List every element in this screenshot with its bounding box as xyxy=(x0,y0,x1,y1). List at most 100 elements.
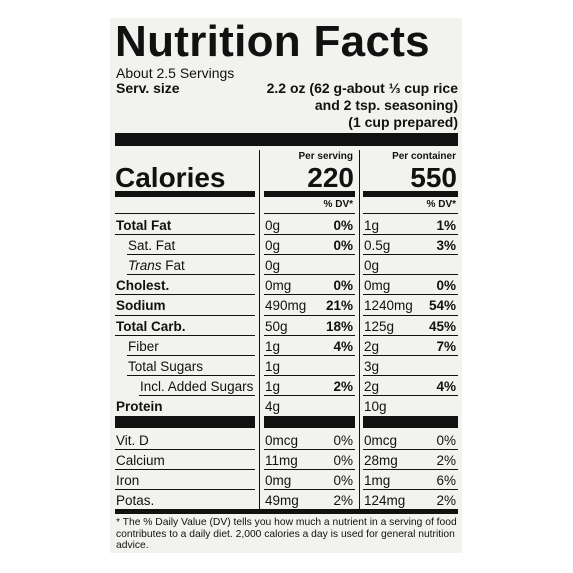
rule xyxy=(115,334,255,336)
rule xyxy=(264,375,355,377)
rule xyxy=(115,488,255,490)
percent-dv: 3% xyxy=(436,237,456,253)
rule xyxy=(363,334,458,336)
nutrition-label: Nutrition Facts About 2.5 Servings Serv. s… xyxy=(110,18,462,553)
nutrient-name-text: Protein xyxy=(116,399,163,415)
percent-dv: 0% xyxy=(333,278,353,294)
nutrient-name-text: Total Carb. xyxy=(116,318,186,334)
rule xyxy=(363,488,458,490)
rule xyxy=(139,395,255,397)
amount: 0g xyxy=(364,258,380,273)
nutrient-name: Potas. xyxy=(116,493,154,508)
rule xyxy=(363,468,458,470)
rule xyxy=(264,191,355,197)
percent-dv: 4% xyxy=(436,379,456,395)
rule xyxy=(363,294,458,296)
percent-dv: 0% xyxy=(333,452,353,468)
amount: 28mg xyxy=(364,452,398,468)
amount: 0g xyxy=(265,217,281,233)
percent-dv: 2% xyxy=(436,452,456,468)
amount: 0g xyxy=(265,237,281,253)
percent-dv: 45% xyxy=(428,318,456,334)
footnote: * The % Daily Value (DV) tells you how m… xyxy=(116,517,457,551)
rule xyxy=(264,334,355,336)
rule xyxy=(363,314,458,316)
amount: 1g xyxy=(265,379,281,395)
percent-dv: 2% xyxy=(333,379,353,395)
amount: 124mg xyxy=(364,492,406,508)
amount: 1240mg xyxy=(364,298,413,314)
nutrient-name-prefix: Trans xyxy=(128,258,162,273)
rule xyxy=(363,213,458,214)
amount: 10g xyxy=(364,399,387,415)
rule xyxy=(264,468,355,470)
rule xyxy=(259,150,260,509)
amount: 0mg xyxy=(265,472,292,488)
amount: 4g xyxy=(265,399,281,415)
nutrient-name: Sat. Fat xyxy=(128,239,175,253)
rule xyxy=(264,395,355,397)
amount: 1g xyxy=(364,217,380,233)
nutrient-name-text: Fat xyxy=(165,258,185,273)
nutrient-name: Vit. D xyxy=(116,432,149,448)
percent-dv: 0% xyxy=(333,472,353,488)
nutrient-name: Fiber xyxy=(128,340,159,354)
percent-dv: 6% xyxy=(436,472,456,488)
nutrient-name: Cholest. xyxy=(116,279,169,293)
serving-size: and 2 tsp. seasoning) xyxy=(314,97,458,113)
amount: 0mcg xyxy=(265,432,299,448)
rule xyxy=(127,274,255,276)
percent-dv: 7% xyxy=(436,338,456,354)
nutrient-name-text: Iron xyxy=(116,472,140,488)
nutrient-name: Trans Fat xyxy=(128,259,185,273)
nutrient-name: Incl. Added Sugars xyxy=(140,380,253,394)
percent-dv: 0% xyxy=(333,432,353,448)
rule xyxy=(115,213,255,214)
rule xyxy=(264,488,355,490)
nutrient-name-text: Sat. Fat xyxy=(128,237,176,253)
amount: 50g xyxy=(265,318,288,334)
rule xyxy=(363,448,458,450)
rule xyxy=(264,354,355,356)
nutrient-name: Total Fat xyxy=(116,218,171,233)
percent-dv: 0% xyxy=(333,217,353,233)
rule xyxy=(115,416,255,428)
rule xyxy=(264,274,355,276)
rule xyxy=(363,375,458,377)
amount: 1mg xyxy=(364,472,391,488)
rule xyxy=(363,233,458,235)
rule xyxy=(264,416,355,428)
rule xyxy=(363,253,458,255)
percent-dv: 2% xyxy=(436,492,456,508)
amount: 49mg xyxy=(265,492,299,508)
percent-dv: 0% xyxy=(436,432,456,448)
nutrient-name: Total Carb. xyxy=(116,318,186,334)
rule xyxy=(264,213,355,214)
rule xyxy=(264,314,355,316)
nutrient-name-text: Cholest. xyxy=(116,278,170,294)
percent-dv: 0% xyxy=(333,237,353,253)
title: Nutrition Facts xyxy=(115,17,430,66)
rule xyxy=(359,150,360,509)
amount: 3g xyxy=(364,359,380,374)
servings: About 2.5 Servings xyxy=(116,65,235,81)
amount: 0g xyxy=(265,258,281,273)
rule xyxy=(127,253,255,255)
rule xyxy=(115,294,255,296)
percent-dv: 0% xyxy=(436,278,456,294)
amount: 0.5g xyxy=(364,237,391,253)
nutrient-name-text: Vit. D xyxy=(116,432,149,448)
serving-size: 2.2 oz (62 g-about ⅓ cup rice xyxy=(266,80,458,96)
rule xyxy=(363,191,458,197)
percent-dv: 4% xyxy=(333,338,353,354)
rule xyxy=(115,314,255,316)
rule xyxy=(115,448,255,450)
nutrient-name: Sodium xyxy=(116,299,166,313)
percent-dv: 18% xyxy=(325,318,353,334)
amount: 11mg xyxy=(265,452,298,468)
calories-value: 220 xyxy=(307,162,354,193)
amount: 1g xyxy=(265,338,281,354)
nutrient-name-text: Total Sugars xyxy=(128,359,204,374)
amount: 1g xyxy=(265,359,281,374)
